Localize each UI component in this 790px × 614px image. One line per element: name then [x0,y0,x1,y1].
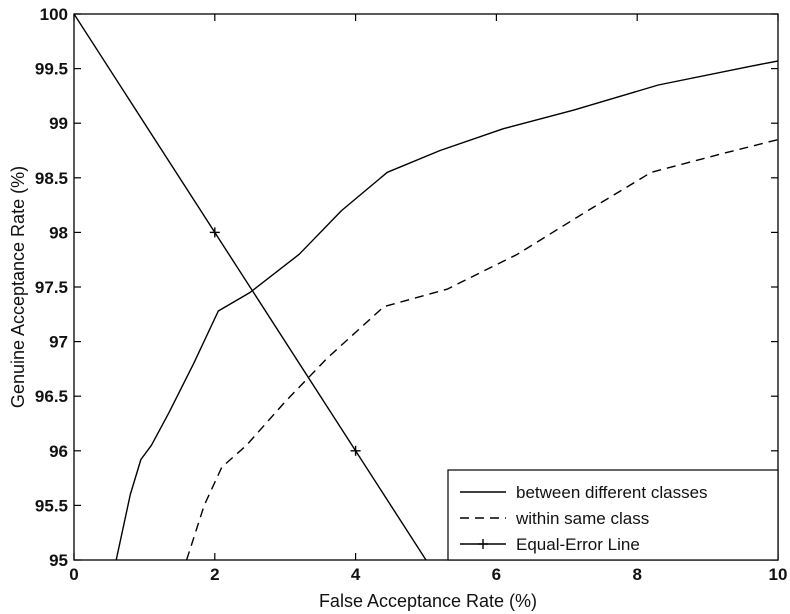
y-tick-label: 98 [49,223,68,242]
series-line-between-different-classes [115,60,778,560]
series-line-equal-error-line [74,14,427,560]
x-tick-label: 6 [492,565,501,584]
y-tick-label: 97.5 [35,278,68,297]
y-tick-label: 100 [40,5,68,24]
plot-layer [74,14,778,560]
series-group [74,14,778,560]
x-tick-label: 2 [210,565,219,584]
legend-label: between different classes [516,483,708,502]
y-tick-label: 95.5 [35,496,68,515]
y-tick-label: 96 [49,442,68,461]
y-tick-label: 99 [49,114,68,133]
y-tick-label: 99.5 [35,60,68,79]
y-tick-label: 95 [49,551,68,570]
equal-error-marker [209,227,220,238]
y-tick-label: 98.5 [35,169,68,188]
legend-label: Equal-Error Line [516,535,640,554]
y-tick-label: 96.5 [35,387,68,406]
x-tick-label: 0 [69,565,78,584]
equal-error-marker [350,445,361,456]
legend: between different classes within same cla… [447,469,779,561]
legend-box [447,469,779,561]
x-tick-label: 4 [351,565,361,584]
y-axis-title: Genuine Acceptance Rate (%) [8,166,28,408]
axis-layer: 0 2 4 6 8 10 95 95.5 96 96.5 97 97.5 98 98.5 99 99.5 100 [35,5,788,584]
x-tick-label: 10 [769,565,788,584]
y-tick-label: 97 [49,333,68,352]
x-axis-title: False Acceptance Rate (%) [319,591,537,611]
x-tick-label: 8 [632,565,641,584]
legend-label: within same class [515,509,649,528]
legend-plus-marker [478,539,488,549]
